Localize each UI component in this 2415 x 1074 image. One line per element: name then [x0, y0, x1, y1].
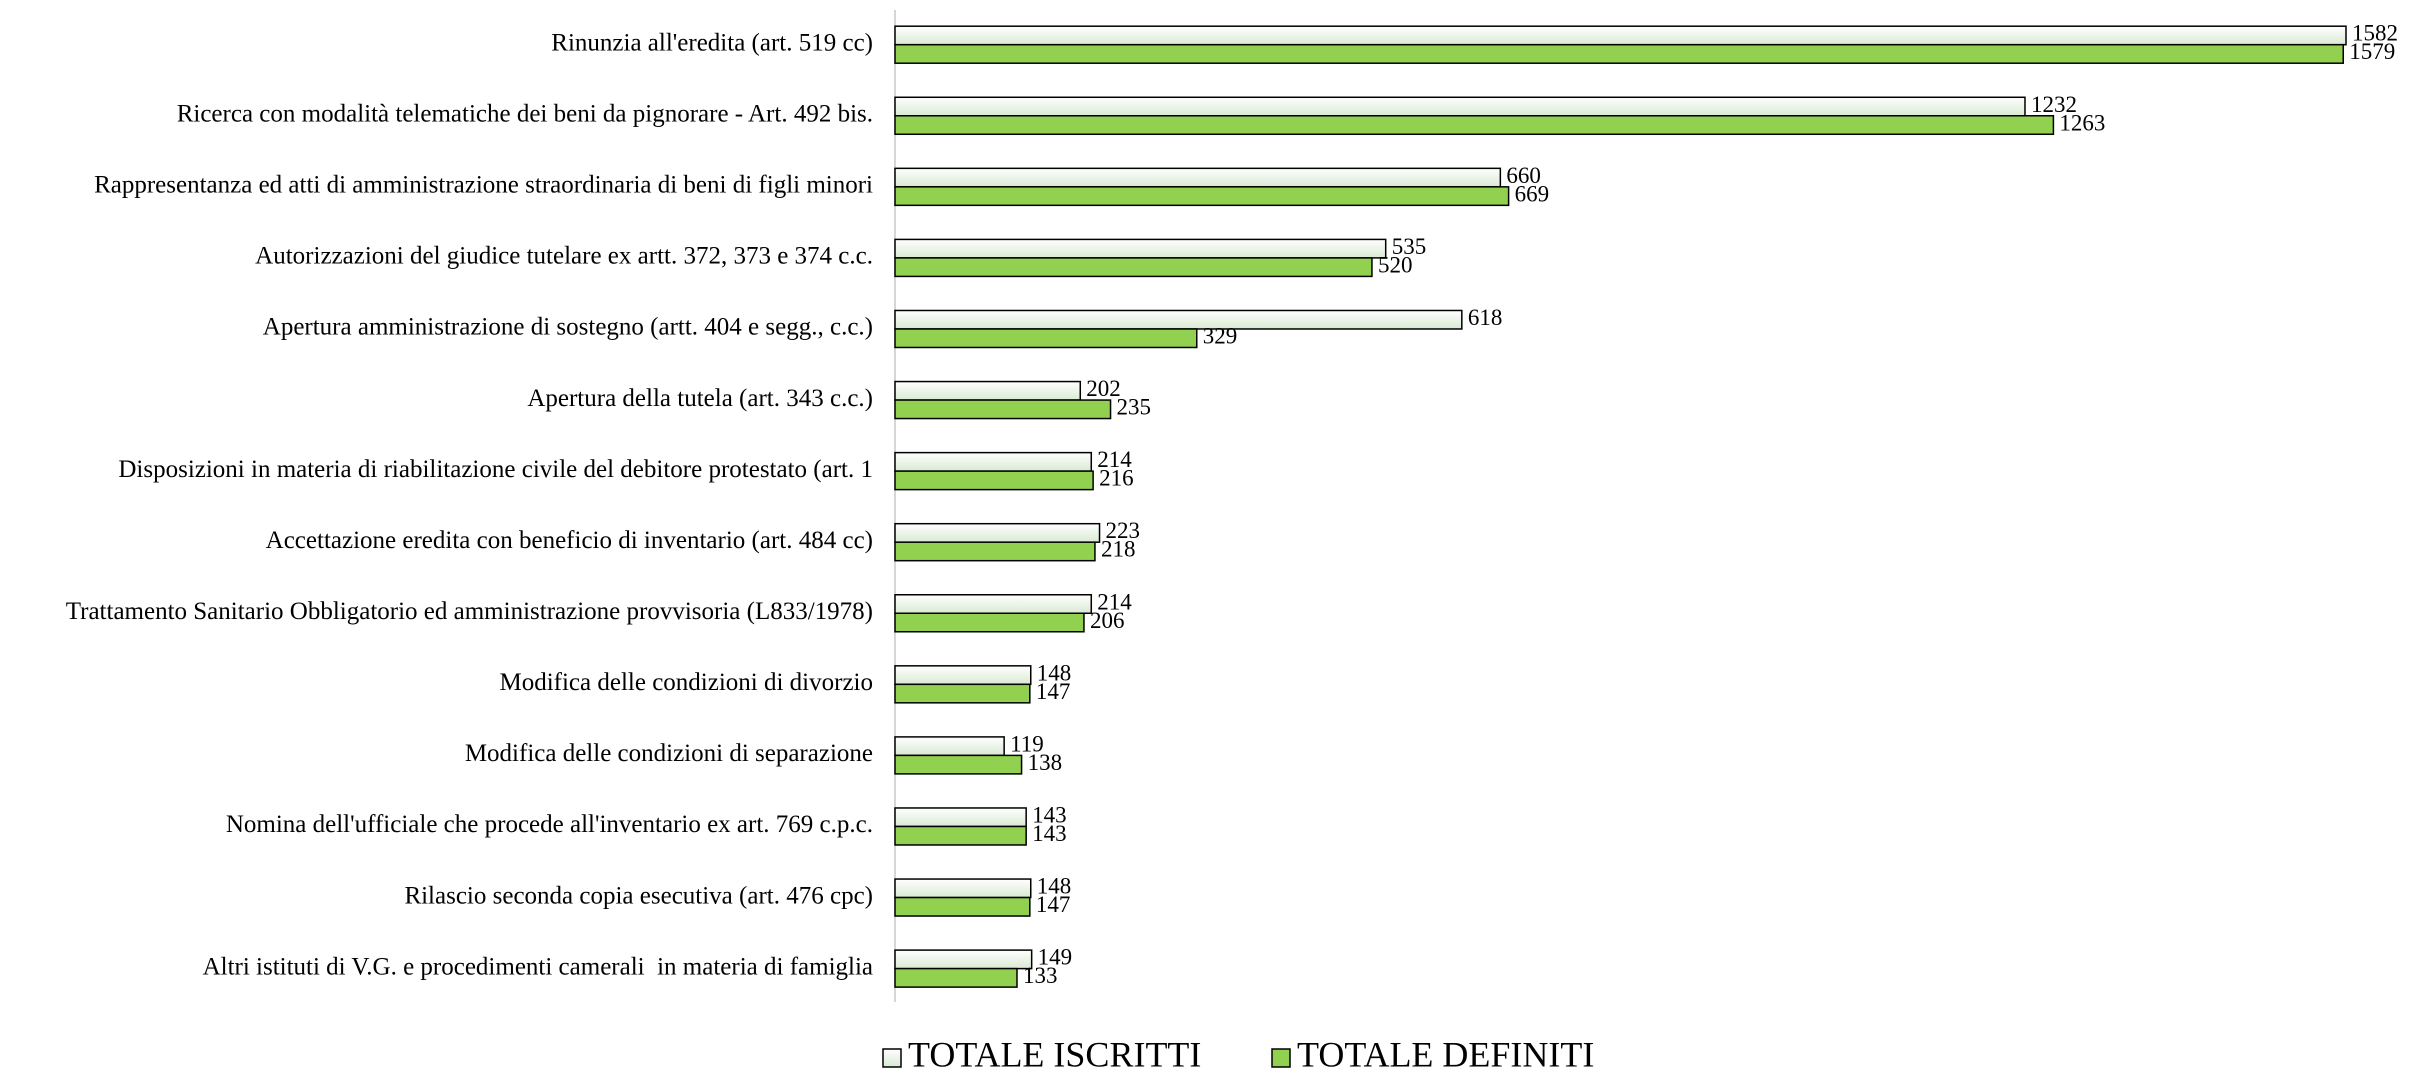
category-label: Modifica delle condizioni di separazione — [465, 740, 873, 767]
bar — [894, 96, 2026, 117]
data-label: 1232 — [2031, 92, 2077, 117]
bar — [894, 238, 1387, 259]
data-label: 1579 — [2349, 39, 2395, 64]
legend-label: TOTALE ISCRITTI — [908, 1034, 1201, 1074]
data-label: 143 — [1032, 803, 1067, 828]
bar — [894, 967, 1018, 988]
bar — [894, 167, 1502, 188]
data-label: 147 — [1036, 679, 1071, 704]
bar — [894, 451, 1093, 472]
bar — [894, 612, 1085, 633]
bar — [894, 380, 1082, 401]
data-label: 223 — [1106, 518, 1141, 543]
bar — [894, 736, 1005, 757]
category-label: Apertura della tutela (art. 343 c.c.) — [527, 385, 873, 412]
data-label: 149 — [1038, 945, 1073, 970]
data-label: 119 — [1010, 731, 1044, 756]
data-label: 1582 — [2352, 21, 2398, 46]
data-label: 202 — [1086, 376, 1121, 401]
bar — [894, 25, 2347, 46]
category-label: Modifica delle condizioni di divorzio — [499, 669, 873, 696]
category-label: Rilascio seconda copia esecutiva (art. 4… — [404, 882, 873, 909]
category-label: Ricerca con modalità telematiche dei ben… — [177, 101, 873, 128]
data-label: 133 — [1023, 963, 1058, 988]
category-label: Nomina dell'ufficiale che procede all'in… — [226, 811, 873, 838]
data-label: 329 — [1203, 324, 1238, 349]
bar — [894, 328, 1198, 349]
data-label: 214 — [1097, 589, 1132, 614]
category-label: Apertura amministrazione di sostegno (ar… — [263, 314, 873, 341]
data-label: 216 — [1099, 466, 1134, 491]
bar — [894, 541, 1096, 562]
legend-swatch — [882, 1048, 902, 1068]
data-label: 535 — [1392, 234, 1427, 259]
data-label: 147 — [1036, 892, 1071, 917]
category-label: Accettazione eredita con beneficio di in… — [266, 527, 873, 554]
bar — [894, 878, 1032, 899]
bar — [894, 309, 1463, 330]
data-label: 148 — [1037, 660, 1072, 685]
data-label: 660 — [1506, 163, 1541, 188]
bar — [894, 949, 1033, 970]
category-label: Rappresentanza ed atti di amministrazion… — [94, 172, 873, 199]
bar — [894, 522, 1101, 543]
category-label: Rinunzia all'eredita (art. 519 cc) — [551, 29, 873, 56]
legend-label: TOTALE DEFINITI — [1297, 1034, 1594, 1074]
data-label: 1263 — [2059, 110, 2105, 135]
data-label: 235 — [1117, 395, 1152, 420]
data-label: 143 — [1032, 821, 1067, 846]
data-label: 148 — [1037, 874, 1072, 899]
bar — [894, 257, 1373, 278]
bar — [894, 825, 1027, 846]
bar — [894, 43, 2344, 64]
bar — [894, 683, 1031, 704]
category-label: Altri istituti di V.G. e procedimenti ca… — [203, 953, 873, 980]
bar — [894, 896, 1031, 917]
bar — [894, 594, 1093, 615]
bar — [894, 115, 2055, 136]
bar — [894, 754, 1023, 775]
category-label: Trattamento Sanitario Obbligatorio ed am… — [66, 598, 873, 625]
data-label: 214 — [1097, 447, 1132, 472]
data-label: 669 — [1515, 181, 1550, 206]
data-label: 218 — [1101, 537, 1136, 562]
bar — [894, 399, 1112, 420]
data-label: 520 — [1378, 252, 1413, 277]
category-label: Autorizzazioni del giudice tutelare ex a… — [255, 243, 873, 270]
bar — [894, 186, 1510, 207]
data-label: 138 — [1028, 750, 1063, 775]
bar — [894, 807, 1027, 828]
bar — [894, 665, 1032, 686]
category-label: Disposizioni in materia di riabilitazion… — [118, 456, 873, 483]
bar — [894, 470, 1094, 491]
data-label: 618 — [1468, 305, 1503, 330]
data-label: 206 — [1090, 608, 1125, 633]
legend-swatch — [1271, 1048, 1291, 1068]
